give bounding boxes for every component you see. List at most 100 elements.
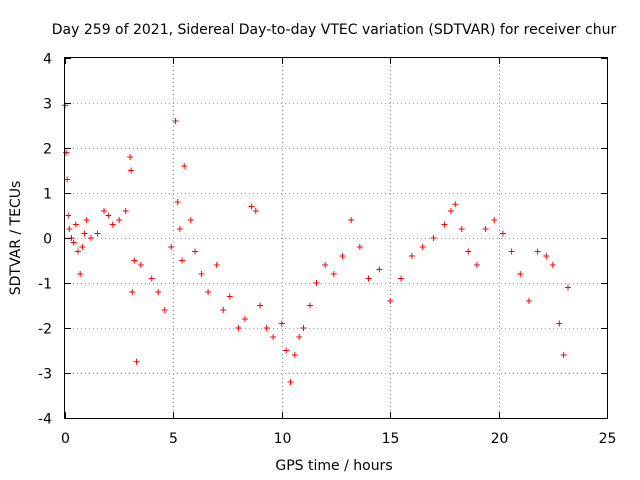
data-point — [63, 149, 70, 156]
data-point — [263, 325, 270, 331]
x-axis-label: GPS time / hours — [275, 458, 392, 474]
data-point — [179, 257, 186, 264]
y-tick-label: 1 — [43, 187, 52, 203]
data-point — [198, 271, 205, 277]
data-point — [83, 217, 90, 223]
data-point — [226, 293, 233, 300]
data-point — [543, 253, 550, 259]
data-point — [564, 284, 571, 291]
data-points-layer — [62, 102, 571, 385]
plot-frame — [64, 57, 608, 419]
data-point — [408, 253, 415, 259]
data-point — [534, 248, 541, 255]
y-tick-labels: -4 -3 -2 -1 0 1 2 3 4 — [38, 52, 52, 428]
data-point — [348, 217, 355, 223]
data-point — [94, 230, 101, 237]
data-point — [116, 217, 123, 223]
data-point — [270, 334, 277, 340]
data-point — [447, 208, 454, 214]
data-point — [129, 289, 136, 295]
tick-layer — [65, 58, 608, 419]
y-tick-label: -1 — [38, 277, 52, 293]
data-point — [127, 154, 134, 160]
data-point — [291, 352, 298, 358]
data-point — [148, 275, 155, 282]
data-point — [376, 266, 383, 273]
data-point — [75, 248, 82, 255]
data-point — [560, 352, 567, 358]
x-tick-label: 25 — [599, 431, 617, 447]
data-point — [181, 163, 188, 169]
data-point — [499, 230, 506, 237]
data-point — [109, 221, 116, 228]
data-point — [174, 199, 181, 205]
data-point — [137, 262, 144, 268]
data-point — [131, 257, 138, 264]
y-tick-label: -2 — [38, 322, 52, 338]
data-point — [176, 226, 183, 232]
data-point — [192, 248, 199, 255]
data-point — [313, 280, 320, 286]
data-point — [452, 201, 459, 208]
data-point — [517, 271, 524, 277]
data-point — [133, 358, 140, 365]
data-point — [155, 289, 162, 295]
y-axis-label: SDTVAR / TECUs — [8, 181, 24, 296]
y-tick-label: 4 — [43, 52, 52, 68]
data-point — [105, 212, 112, 219]
data-point — [68, 235, 75, 241]
data-point — [430, 235, 437, 241]
data-point — [172, 118, 179, 124]
data-point — [213, 262, 220, 268]
data-point — [473, 262, 480, 268]
x-tick-label: 5 — [169, 431, 178, 447]
data-point — [465, 248, 472, 255]
data-point — [220, 307, 227, 313]
data-point — [296, 334, 303, 340]
data-point — [419, 244, 426, 250]
data-point — [387, 298, 394, 304]
data-point — [322, 262, 329, 268]
y-tick-label: 2 — [43, 142, 52, 158]
data-point — [257, 302, 264, 309]
data-point — [248, 203, 255, 210]
data-point — [365, 275, 372, 282]
data-point — [81, 230, 88, 237]
x-tick-label: 10 — [274, 431, 292, 447]
data-point — [77, 271, 84, 277]
data-point — [491, 217, 498, 223]
y-tick-label: 0 — [43, 232, 52, 248]
data-point — [287, 379, 294, 385]
data-point — [241, 316, 248, 322]
data-point — [70, 239, 77, 246]
chart-title: Day 259 of 2021, Sidereal Day-to-day VTE… — [52, 22, 617, 38]
data-point — [458, 226, 465, 232]
x-tick-label: 15 — [382, 431, 400, 447]
data-point — [187, 217, 194, 223]
data-point — [482, 226, 489, 232]
y-tick-label: -4 — [38, 412, 52, 428]
data-point — [278, 320, 285, 327]
data-point — [88, 235, 95, 241]
data-point — [235, 325, 242, 331]
data-point — [306, 302, 313, 309]
data-point — [66, 226, 73, 232]
data-point — [398, 275, 405, 282]
data-point — [168, 244, 175, 250]
data-point — [122, 208, 129, 214]
data-point — [549, 262, 556, 268]
data-point — [205, 289, 212, 295]
data-point — [525, 298, 532, 304]
data-point — [64, 176, 71, 183]
x-tick-label: 0 — [61, 431, 70, 447]
data-point — [300, 325, 307, 331]
data-point — [330, 271, 337, 277]
data-point — [65, 212, 72, 219]
data-point — [508, 248, 515, 255]
data-point — [283, 347, 290, 354]
data-point — [441, 221, 448, 228]
data-point — [161, 307, 168, 313]
data-point — [356, 244, 363, 250]
y-tick-label: 3 — [43, 97, 52, 113]
